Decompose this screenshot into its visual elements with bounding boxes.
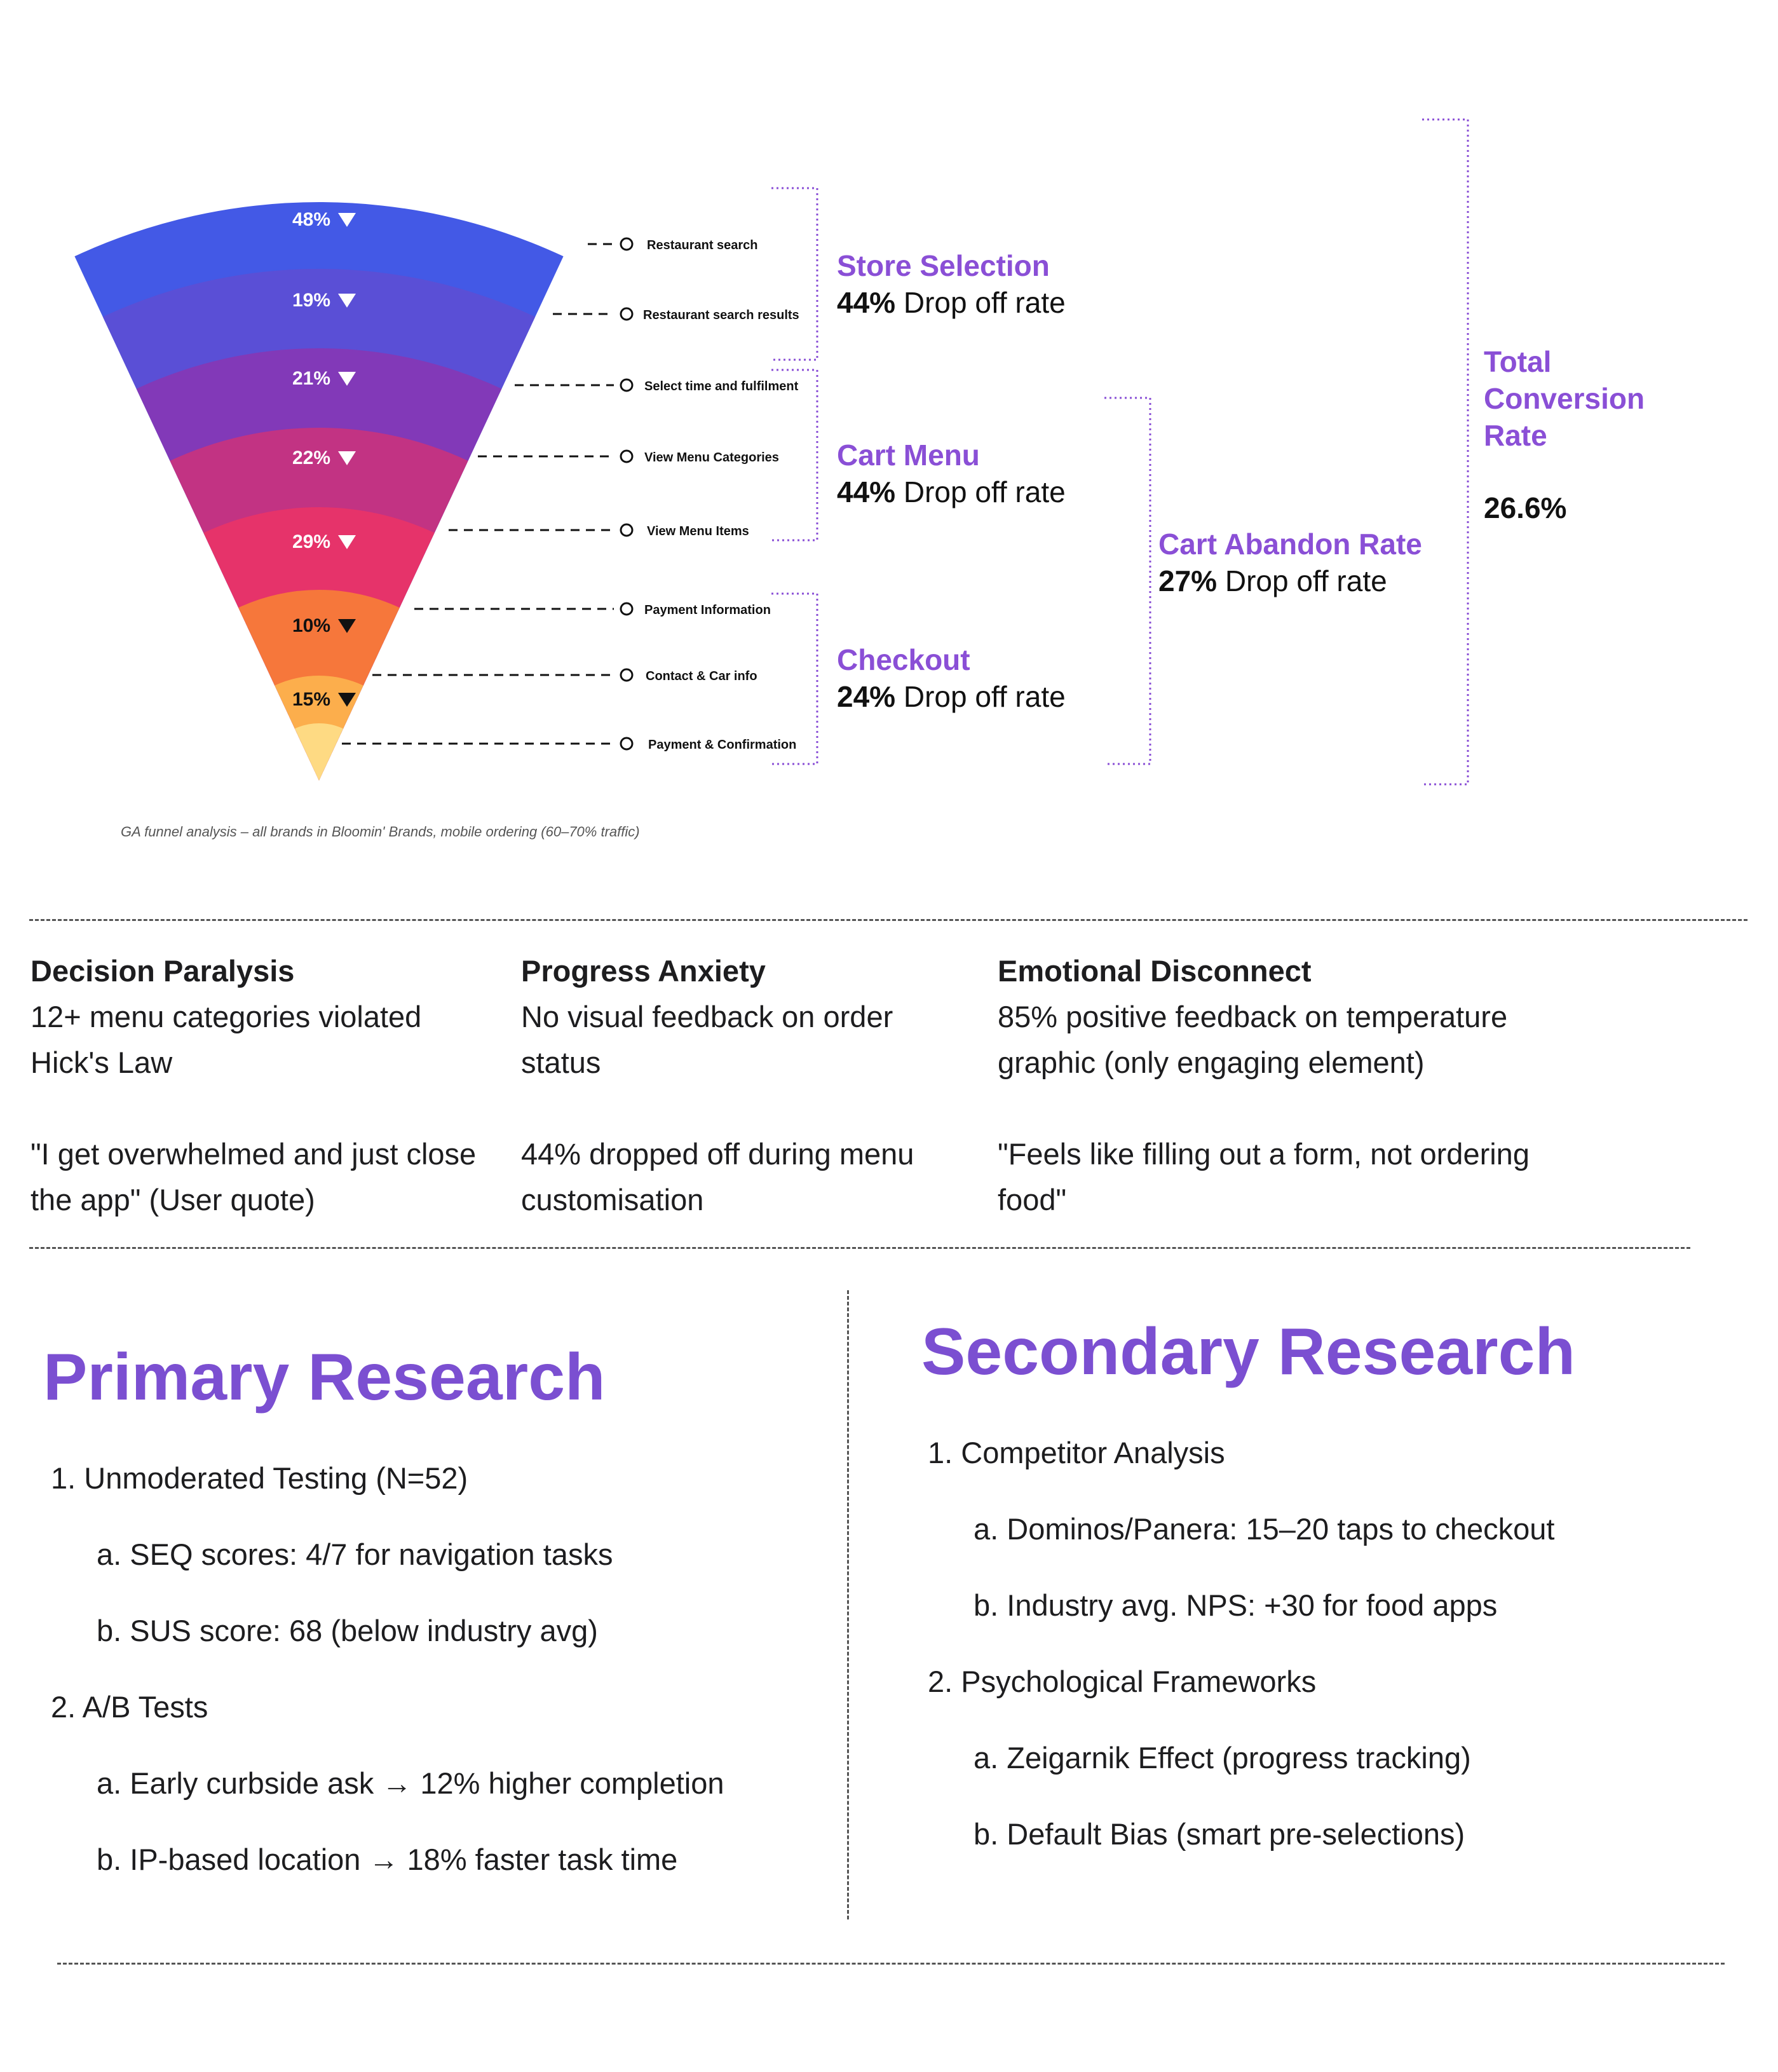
group-store-selection: Store Selection 44% Drop off rate xyxy=(837,247,1066,321)
stage-label: View Menu Items xyxy=(647,524,749,538)
group-bracket xyxy=(1104,397,1151,765)
insight-body: 85% positive feedback on temperature gra… xyxy=(998,1000,1508,1079)
insight-body: 12+ menu categories violated Hick's Law xyxy=(31,1000,422,1079)
stage-marker-icon xyxy=(620,737,634,751)
insight-progress-anxiety: Progress Anxiety No visual feedback on o… xyxy=(521,948,979,1223)
insight-quote: 44% dropped off during menu customisatio… xyxy=(521,1137,914,1217)
drop-triangle-icon xyxy=(338,693,356,707)
group-rate-suffix: Drop off rate xyxy=(903,475,1066,508)
group-rate-value: 24% xyxy=(837,680,896,713)
drop-triangle-icon xyxy=(338,213,356,227)
list-item: b. Industry avg. NPS: +30 for food apps xyxy=(974,1588,1498,1622)
group-cart-abandon: Cart Abandon Rate 27% Drop off rate xyxy=(1158,526,1422,599)
insight-body: No visual feedback on order status xyxy=(521,1000,893,1079)
insight-title: Emotional Disconnect xyxy=(998,954,1312,988)
total-title-line: Total xyxy=(1484,345,1552,378)
list-item: a. Early curbside ask → 12% higher compl… xyxy=(97,1766,724,1800)
group-bracket xyxy=(1422,118,1469,786)
stage-marker-icon xyxy=(620,668,634,682)
drop-triangle-icon xyxy=(338,619,356,633)
list-item: 1. Unmoderated Testing (N=52) xyxy=(51,1461,468,1495)
insight-decision-paralysis: Decision Paralysis 12+ menu categories v… xyxy=(31,948,488,1223)
group-rate: 44% Drop off rate xyxy=(837,474,1066,510)
drop-triangle-icon xyxy=(338,535,356,549)
insight-emotional-disconnect: Emotional Disconnect 85% positive feedba… xyxy=(998,948,1601,1223)
divider-bottom xyxy=(57,1963,1725,1965)
list-item: 2. Psychological Frameworks xyxy=(928,1665,1317,1698)
group-bracket xyxy=(771,592,818,765)
stage-label: Select time and fulfilment xyxy=(644,379,799,393)
drop-triangle-icon xyxy=(338,294,356,308)
divider-vertical xyxy=(847,1290,849,1919)
divider-top xyxy=(29,919,1747,921)
group-bracket xyxy=(771,369,818,542)
funnel-caption: GA funnel analysis – all brands in Bloom… xyxy=(121,824,640,840)
total-title-line: Conversion xyxy=(1484,382,1645,415)
primary-research-list: 1. Unmoderated Testing (N=52) a. SEQ sco… xyxy=(51,1459,724,1917)
list-item: b. SUS score: 68 (below industry avg) xyxy=(97,1614,598,1647)
group-rate-suffix: Drop off rate xyxy=(1225,564,1387,597)
list-item: a. SEQ scores: 4/7 for navigation tasks xyxy=(97,1537,613,1571)
stage-label: Restaurant search xyxy=(647,238,758,252)
group-rate: 27% Drop off rate xyxy=(1158,562,1422,599)
list-item: b. Default Bias (smart pre-selections) xyxy=(974,1817,1465,1851)
insight-quote: "Feels like filling out a form, not orde… xyxy=(998,1137,1530,1217)
group-title: Checkout xyxy=(837,643,970,676)
group-rate-suffix: Drop off rate xyxy=(903,286,1066,319)
stage-marker-icon xyxy=(620,378,634,392)
group-title: Store Selection xyxy=(837,249,1050,282)
group-rate: 44% Drop off rate xyxy=(837,284,1066,321)
stage-marker-icon xyxy=(620,523,634,537)
group-rate-value: 44% xyxy=(837,475,896,508)
stage-label: Restaurant search results xyxy=(643,308,799,322)
group-title: Cart Abandon Rate xyxy=(1158,528,1422,561)
funnel-chart: 48% 19% 21% 22% 29% 10% 15% Restaurant search R… xyxy=(74,118,1469,786)
group-cart-menu: Cart Menu 44% Drop off rate xyxy=(837,437,1066,510)
stage-marker-icon xyxy=(620,449,634,463)
stage-drop-label: 21% xyxy=(292,368,330,389)
group-checkout: Checkout 24% Drop off rate xyxy=(837,641,1066,715)
stage-drop-label: 48% xyxy=(292,209,330,230)
stage-drop-label: 29% xyxy=(292,531,330,552)
group-rate-value: 27% xyxy=(1158,564,1218,597)
secondary-research-title: Secondary Research xyxy=(921,1315,1575,1389)
insight-quote: "I get overwhelmed and just close the ap… xyxy=(31,1137,477,1217)
primary-research-title: Primary Research xyxy=(43,1340,606,1414)
stage-marker-icon xyxy=(620,307,634,321)
stage-label: Payment Information xyxy=(644,603,771,617)
list-item: 2. A/B Tests xyxy=(51,1690,208,1724)
group-title: Cart Menu xyxy=(837,439,980,472)
list-item: b. IP-based location → 18% faster task t… xyxy=(97,1843,678,1876)
stage-marker-icon xyxy=(620,602,634,616)
stage-drop-label: 19% xyxy=(292,290,330,311)
stage-drop-label: 22% xyxy=(292,447,330,468)
stage-label: Contact & Car info xyxy=(646,669,757,683)
total-value: 26.6% xyxy=(1484,491,1567,524)
stage-drop-label: 10% xyxy=(292,615,330,636)
list-item: a. Dominos/Panera: 15–20 taps to checkou… xyxy=(974,1512,1555,1546)
group-rate-suffix: Drop off rate xyxy=(903,680,1066,713)
drop-triangle-icon xyxy=(338,451,356,465)
list-item: 1. Competitor Analysis xyxy=(928,1436,1225,1469)
list-item: a. Zeigarnik Effect (progress tracking) xyxy=(974,1741,1471,1775)
total-title-line: Rate xyxy=(1484,419,1547,452)
stage-label: View Menu Categories xyxy=(644,451,779,465)
divider-middle xyxy=(29,1247,1690,1249)
group-rate: 24% Drop off rate xyxy=(837,678,1066,715)
stage-marker-icon xyxy=(620,237,634,251)
group-bracket xyxy=(771,187,818,361)
secondary-research-list: 1. Competitor Analysis a. Dominos/Panera… xyxy=(928,1434,1554,1891)
stage-label: Payment & Confirmation xyxy=(648,738,796,752)
group-rate-value: 44% xyxy=(837,286,896,319)
insight-title: Progress Anxiety xyxy=(521,954,766,988)
stage-drop-label: 15% xyxy=(292,689,330,710)
funnel-band xyxy=(295,723,343,780)
insight-title: Decision Paralysis xyxy=(31,954,295,988)
total-conversion: Total Conversion Rate 26.6% xyxy=(1484,343,1645,526)
drop-triangle-icon xyxy=(338,372,356,386)
